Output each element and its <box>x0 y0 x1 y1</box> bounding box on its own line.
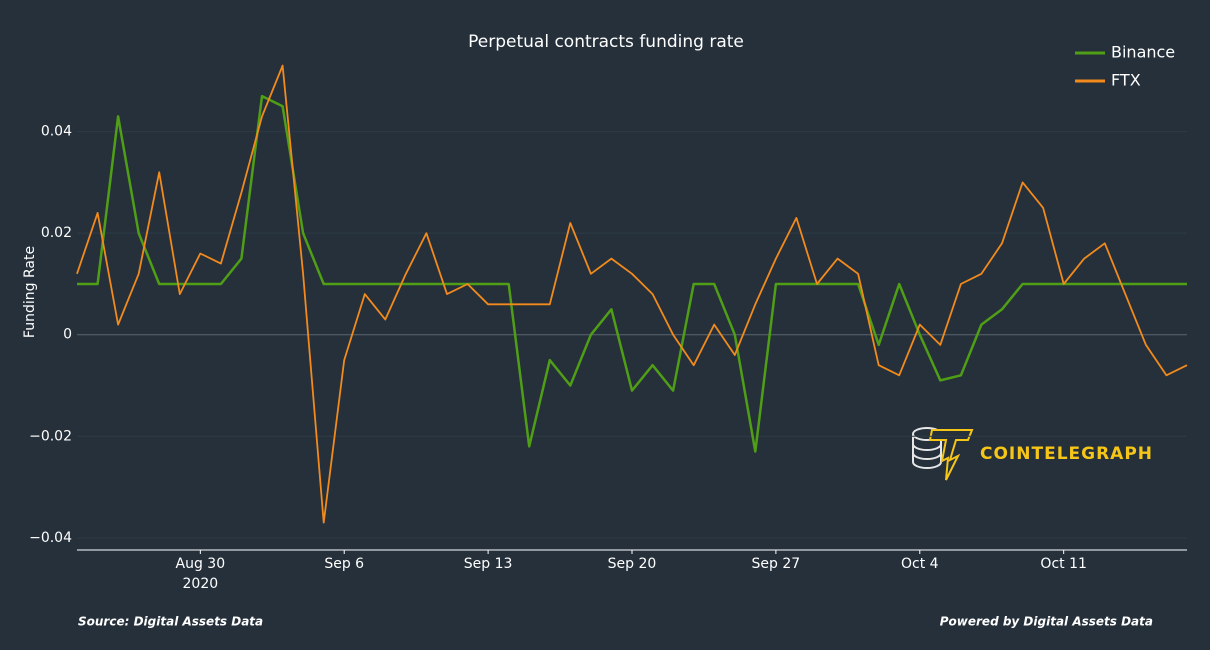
legend-label: FTX <box>1111 71 1141 90</box>
x-tick-label: Aug 30 2020 <box>176 556 226 592</box>
credit: Powered by Digital Assets Data <box>940 615 1153 629</box>
x-tick-label: Sep 27 <box>752 556 801 572</box>
watermark: COINTELEGRAPH <box>980 444 1153 464</box>
watermark-logo <box>912 427 974 481</box>
x-tick-label: Oct 4 <box>901 556 939 572</box>
x-tick-label: Sep 13 <box>464 556 513 572</box>
chart-title: Perpetual contracts funding rate <box>468 32 744 52</box>
y-tick-label: −0.04 <box>29 530 72 546</box>
y-tick-label: 0 <box>63 327 72 343</box>
x-tick-label: Sep 20 <box>608 556 657 572</box>
y-tick-label: 0.04 <box>41 124 72 140</box>
x-tick-label: Sep 6 <box>324 556 364 572</box>
line-ftx <box>76 64 1188 524</box>
legend-label: Binance <box>1111 43 1175 62</box>
y-tick-label: 0.02 <box>41 225 72 241</box>
y-axis-label: Funding Rate <box>22 246 38 338</box>
line-binance <box>77 94 1187 453</box>
y-tick-label: −0.02 <box>29 428 72 444</box>
x-tick-label: Oct 11 <box>1040 556 1086 572</box>
source: Source: Digital Assets Data <box>78 615 263 629</box>
